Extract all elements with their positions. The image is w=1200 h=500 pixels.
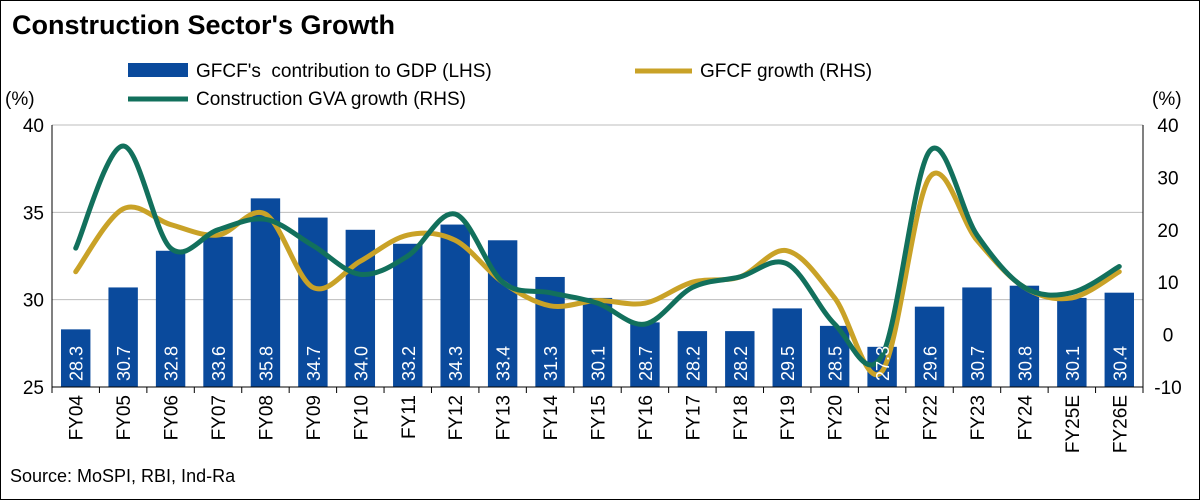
category-label: FY15 [589,395,610,440]
left-tick-label: 30 [23,291,44,312]
bar-data-label: 30.1 [589,346,609,381]
axes: 25 30 35 40 -10 0 10 20 30 40 (%) (%) FY04 FY05 FY06 FY… [5,89,1182,453]
bar [61,329,91,387]
legend-swatch-gfcf-contribution [128,63,188,77]
bar [393,243,423,387]
category-label: FY24 [1015,395,1036,441]
bar-data-label: 30.8 [1015,346,1035,381]
bar-data-label: 34.0 [351,346,371,381]
gfcf-growth-line [73,170,1122,377]
bar-data-label: 30.4 [1110,346,1130,381]
bar-data-label: 28.7 [636,346,656,381]
category-label: FY05 [114,395,135,440]
bar-data-label: 30.1 [1063,346,1083,381]
bar-data-label: 33.2 [399,346,419,381]
bar-data-label: 33.6 [209,346,229,381]
chart-source: Source: MoSPI, RBI, Ind-Ra [10,466,236,486]
bar [962,287,992,387]
chart-title: Construction Sector's Growth [12,10,395,40]
category-label: FY14 [541,395,562,441]
bar [630,322,660,387]
right-axis-unit: (%) [1152,89,1182,110]
bar-data-label: 32.8 [162,346,182,381]
legend-label-gfcf-contribution: GFCF's contribution to GDP (LHS) [196,61,492,82]
category-label: FY11 [399,395,420,439]
category-label: FY13 [494,395,515,440]
right-tick-label: -10 [1154,378,1181,399]
bar [1009,285,1040,387]
right-tick-label: 0 [1163,326,1174,347]
bar-data-label: 31.3 [541,346,561,381]
category-label: FY10 [351,395,372,440]
bar-data-label: 30.7 [968,346,988,381]
bar [582,297,613,387]
bar-data-labels: 28.3 30.7 32.8 33.6 35.8 34.7 34.0 33.2 34.3 33.4… [67,346,1131,381]
right-tick-label: 40 [1157,116,1178,137]
bar [487,240,518,387]
category-label: FY08 [256,395,277,440]
bar [914,306,945,387]
bar-data-label: 29.5 [778,346,798,381]
category-label: FY19 [778,395,799,440]
category-label: FY17 [683,395,704,440]
bar [772,308,802,387]
category-label: FY21 [873,395,894,440]
bar-series [61,198,1134,387]
right-tick-label: 30 [1157,168,1178,189]
legend: GFCF's contribution to GDP (LHS) GFCF gro… [128,61,872,110]
bar-data-label: 34.3 [446,346,466,381]
category-label: FY26E [1110,395,1131,453]
category-label: FY20 [826,395,847,440]
right-tick-label: 20 [1157,221,1178,242]
category-label: FY18 [731,395,752,440]
bar-data-label: 27.3 [873,346,893,381]
bar-data-label: 28.3 [67,346,87,381]
left-tick-label: 35 [23,203,44,224]
category-label: FY25E [1063,395,1084,453]
bar-data-label: 33.4 [494,346,514,381]
category-label: FY04 [67,395,88,441]
bar [250,198,281,387]
bar [677,331,708,387]
line-series [73,143,1122,377]
right-tick-label: 10 [1157,273,1178,294]
legend-label-construction-gva: Construction GVA growth (RHS) [196,89,466,110]
left-tick-label: 25 [23,378,44,399]
bar-data-label: 34.7 [304,346,324,381]
bar [440,224,470,387]
bar-data-label: 28.2 [731,346,751,381]
bar [1104,292,1134,387]
bar-data-label: 30.7 [114,346,134,381]
bar-data-label: 29.6 [921,346,941,381]
bar-data-label: 28.5 [826,346,846,381]
left-axis-unit: (%) [5,89,35,110]
bar [155,250,186,387]
construction-gva-growth-line [73,143,1122,368]
legend-label-gfcf-growth: GFCF growth (RHS) [700,61,872,82]
bar [1057,297,1087,387]
bar-data-label: 28.2 [683,346,703,381]
category-label: FY22 [921,395,942,440]
category-label: FY09 [304,395,325,440]
category-label: FY12 [446,395,467,440]
category-label: FY16 [636,395,657,440]
category-label: FY06 [162,395,183,440]
category-label: FY07 [209,395,230,440]
bar [203,236,233,387]
bar-data-label: 35.8 [256,346,276,381]
bar [108,287,138,387]
category-label: FY23 [968,395,989,440]
left-tick-label: 40 [23,116,44,137]
bar [725,331,755,387]
